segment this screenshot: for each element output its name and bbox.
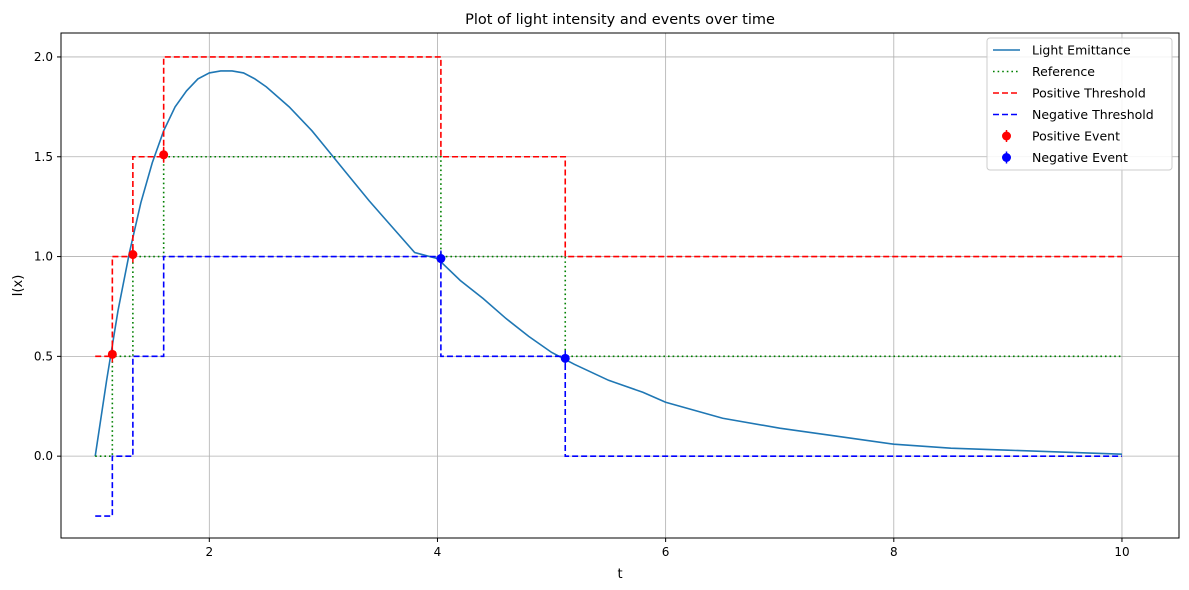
y-tick-label: 0.0 [34, 449, 53, 463]
legend-label-negative-event: Negative Event [1032, 150, 1128, 165]
x-tick-label: 8 [890, 545, 898, 559]
x-tick-label: 6 [662, 545, 670, 559]
y-tick-label: 1.5 [34, 150, 53, 164]
legend-marker-negative-event [1002, 153, 1011, 162]
y-tick-label: 0.5 [34, 349, 53, 363]
legend-label-light-emittance: Light Emittance [1032, 43, 1131, 58]
plot-area [94, 56, 1122, 517]
negative-threshold-series [95, 255, 1122, 517]
x-axis-ticks: 2 4 6 8 10 [205, 538, 1130, 559]
legend-label-positive-threshold: Positive Threshold [1032, 86, 1146, 101]
y-axis-ticks: 0.0 0.5 1.0 1.5 2.0 [34, 50, 61, 463]
negative-event-point [436, 254, 446, 264]
reference-series [95, 155, 1122, 457]
positive-event-point [159, 150, 169, 160]
x-tick-label: 4 [434, 545, 442, 559]
negative-event-point [560, 353, 570, 363]
y-tick-label: 2.0 [34, 50, 53, 64]
legend-label-reference: Reference [1032, 64, 1095, 79]
x-axis-label: t [617, 567, 622, 582]
y-axis-label: I(x) [11, 275, 26, 297]
light-emittance-series [94, 70, 1122, 457]
positive-event-point [128, 250, 138, 260]
chart-title: Plot of light intensity and events over … [465, 12, 775, 28]
legend-box [986, 37, 1173, 171]
y-tick-label: 1.0 [34, 250, 53, 264]
positive-threshold-series [95, 56, 1122, 358]
legend: Light Emittance Reference Positive Thresho… [986, 37, 1173, 171]
positive-event-point [107, 349, 117, 359]
legend-label-negative-threshold: Negative Threshold [1032, 107, 1154, 122]
legend-marker-positive-event [1002, 131, 1011, 141]
legend-label-positive-event: Positive Event [1032, 129, 1120, 144]
x-tick-label: 10 [1114, 545, 1129, 559]
x-tick-label: 2 [205, 545, 213, 559]
plot-frame [60, 32, 1180, 539]
